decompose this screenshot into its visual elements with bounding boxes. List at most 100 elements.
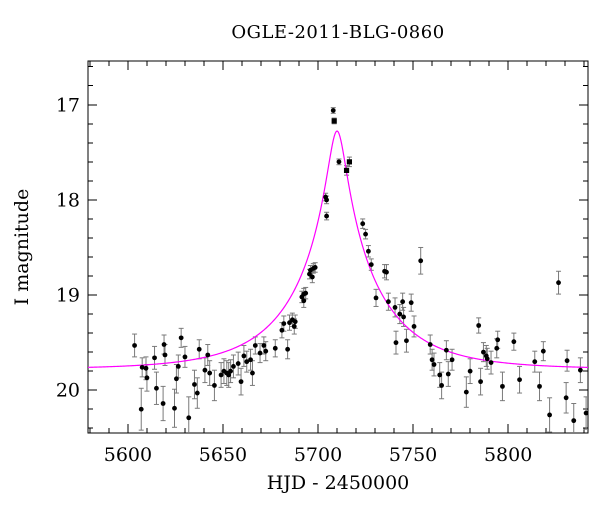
data-point: [478, 379, 483, 385]
data-point: [324, 197, 329, 203]
data-point: [178, 335, 184, 341]
data-point: [194, 390, 200, 396]
error-bars-layer: [132, 107, 588, 433]
data-point: [303, 290, 309, 296]
data-point: [495, 337, 501, 343]
data-point: [244, 359, 250, 365]
data-point: [488, 360, 494, 365]
data-point: [139, 364, 145, 370]
data-point: [563, 395, 569, 401]
data-point: [162, 352, 168, 358]
data-point: [144, 375, 150, 381]
data-point-square: [346, 159, 353, 165]
data-point: [363, 231, 368, 237]
data-point: [511, 339, 517, 345]
x-axis-label: HJD - 2450000: [266, 472, 410, 494]
x-tick-labels: 5600 5650 5700 5750 5800: [104, 444, 533, 466]
y-tick-label: 19: [56, 285, 80, 307]
data-point: [401, 314, 406, 320]
data-point: [205, 352, 211, 358]
data-point: [172, 405, 177, 411]
y-tick-label: 17: [56, 94, 80, 116]
data-point: [261, 343, 267, 348]
data-point: [228, 368, 233, 374]
x-tick-label: 5750: [389, 444, 437, 466]
data-point: [373, 295, 379, 301]
data-point: [279, 327, 285, 333]
data-point: [212, 383, 217, 388]
data-point: [556, 280, 561, 286]
data-point: [368, 262, 374, 268]
axis-ticks: [88, 61, 588, 433]
data-point-square: [331, 118, 337, 124]
data-point: [360, 221, 366, 227]
data-point: [238, 379, 244, 385]
data-point: [160, 401, 166, 406]
y-tick-label: 18: [56, 189, 80, 211]
data-point: [175, 364, 181, 369]
data-point: [241, 353, 247, 359]
data-point: [392, 305, 398, 310]
data-point: [494, 345, 500, 351]
x-tick-label: 5800: [484, 444, 532, 466]
data-point: [292, 319, 298, 325]
data-point: [182, 354, 188, 360]
data-point: [571, 418, 577, 424]
data-point: [291, 324, 297, 329]
data-point: [583, 410, 588, 416]
data-point: [250, 370, 255, 376]
x-tick-label: 5650: [199, 444, 247, 466]
data-point: [154, 385, 159, 391]
data-point: [384, 269, 389, 275]
data-point: [248, 357, 253, 363]
data-point: [174, 376, 179, 382]
y-tick-label: 20: [56, 380, 80, 402]
data-point: [309, 274, 315, 280]
data-point: [196, 346, 202, 352]
data-point: [152, 355, 157, 361]
data-point: [393, 340, 399, 346]
data-point: [385, 299, 391, 305]
data-point: [192, 382, 197, 387]
data-point-square: [343, 167, 350, 174]
data-point: [257, 350, 263, 356]
x-tick-label: 5600: [104, 444, 152, 466]
data-point: [547, 412, 552, 418]
data-point: [577, 367, 583, 373]
data-point: [467, 368, 473, 374]
data-point: [437, 372, 443, 378]
data-point: [418, 258, 424, 264]
data-point: [324, 213, 329, 219]
data-point: [481, 349, 486, 355]
data-point: [484, 356, 490, 362]
data-point: [132, 343, 137, 348]
x-tick-label: 5700: [294, 444, 342, 466]
data-point: [330, 108, 336, 113]
data-point: [411, 324, 417, 329]
data-point: [517, 377, 522, 383]
data-point: [397, 311, 403, 317]
data-point: [476, 323, 482, 328]
data-point: [186, 415, 192, 421]
data-point: [408, 300, 414, 306]
data-point: [537, 383, 542, 389]
model-curve: [88, 130, 588, 368]
data-point: [431, 362, 437, 367]
data-point: [202, 367, 208, 373]
data-point: [400, 299, 406, 305]
data-point: [564, 358, 570, 364]
data-point: [404, 338, 409, 344]
data-point: [235, 361, 241, 366]
data-point: [443, 347, 449, 353]
data-point: [207, 370, 213, 376]
data-point: [252, 343, 258, 348]
data-point: [445, 371, 451, 377]
data-point: [161, 342, 167, 347]
data-point: [427, 342, 433, 347]
data-point: [336, 159, 342, 165]
data-point: [138, 406, 144, 412]
y-tick-labels: 17 18 19 20: [56, 94, 80, 401]
data-point: [285, 346, 291, 352]
